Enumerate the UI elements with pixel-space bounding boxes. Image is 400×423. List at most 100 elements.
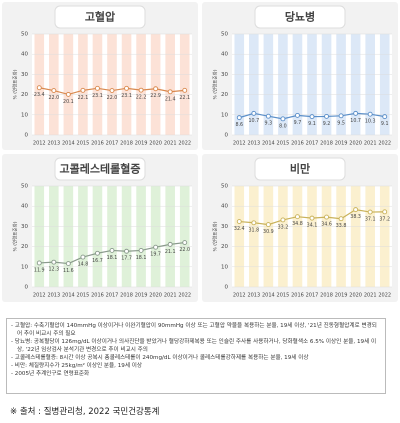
x-tick-label: 2012 — [33, 141, 46, 147]
data-point — [353, 110, 359, 116]
chart-panel: 당뇨병 0 10 20 30 40 50 % (연령표준화) 8.6 10.7 9.3 8.0 9.7 9… — [202, 2, 398, 150]
value-label: 10.3 — [365, 119, 376, 125]
y-tick-label: 0 — [225, 133, 229, 139]
value-label: 9.7 — [294, 120, 302, 126]
note: 2005년 추계인구로 연령표준화 — [11, 370, 381, 378]
year-band — [278, 186, 288, 287]
year-band — [179, 34, 190, 135]
x-tick-label: 2019 — [135, 293, 148, 299]
value-label: 34.6 — [321, 222, 332, 228]
value-label: 31.8 — [248, 227, 259, 233]
value-label: 9.3 — [265, 121, 273, 127]
value-label: 23.1 — [121, 93, 132, 99]
data-point — [109, 247, 115, 253]
data-point — [167, 241, 173, 247]
x-tick-label: 2022 — [378, 293, 391, 299]
data-point — [265, 113, 271, 119]
value-label: 19.7 — [150, 252, 161, 258]
note: 당뇨병: 공복혈당이 126mg/dL 이상이거나 의사진단을 받았거나 혈당강… — [11, 338, 381, 354]
data-point — [367, 111, 373, 117]
y-tick-label: 10 — [21, 112, 28, 118]
year-band — [365, 186, 375, 287]
chart-title: 고콜레스테롤혈증 — [60, 162, 141, 176]
data-point — [36, 260, 42, 266]
value-label: 18.1 — [136, 255, 147, 261]
title-pill — [54, 157, 146, 181]
year-band — [121, 34, 132, 135]
x-tick-label: 2016 — [91, 141, 104, 147]
x-tick-label: 2019 — [335, 293, 348, 299]
value-label: 9.5 — [337, 120, 345, 126]
year-band — [78, 186, 88, 287]
value-label: 22.0 — [48, 95, 59, 101]
year-band — [49, 186, 59, 287]
x-tick-label: 2013 — [47, 293, 60, 299]
year-band — [165, 186, 175, 287]
value-label: 21.1 — [165, 249, 176, 255]
value-label: 10.7 — [248, 118, 259, 124]
y-tick-label: 20 — [21, 244, 28, 250]
chart-title: 고혈압 — [85, 10, 115, 24]
data-point — [124, 85, 129, 91]
y-tick-label: 40 — [21, 204, 28, 210]
notes-box: 고혈압: 수축기혈압이 140mmHg 이상이거나 이완기혈압이 90mmHg … — [6, 318, 386, 394]
x-tick-label: 2014 — [262, 141, 275, 147]
y-tick-label: 10 — [221, 264, 228, 270]
data-point — [236, 219, 242, 225]
y-axis-label: % (연령표준화) — [12, 69, 19, 99]
data-point — [295, 214, 300, 220]
x-tick-label: 2022 — [178, 141, 191, 147]
data-point — [36, 85, 42, 91]
value-label: 22.1 — [78, 95, 89, 101]
year-band — [234, 186, 245, 287]
x-tick-label: 2021 — [364, 141, 377, 147]
value-label: 11.9 — [34, 267, 45, 273]
value-label: 37.1 — [365, 217, 376, 223]
x-tick-label: 2017 — [306, 141, 319, 147]
x-tick-label: 2020 — [349, 141, 362, 147]
y-tick-label: 30 — [21, 224, 28, 230]
value-label: 23.1 — [92, 93, 103, 99]
year-band — [136, 186, 146, 287]
data-point — [65, 91, 71, 97]
y-tick-label: 0 — [25, 285, 29, 291]
value-label: 11.6 — [63, 268, 74, 274]
value-label: 14.8 — [78, 262, 89, 268]
x-tick-label: 2015 — [277, 293, 290, 299]
data-point — [182, 87, 188, 93]
x-tick-label: 2019 — [135, 141, 148, 147]
source: ※ 출처 : 질병관리청, 2022 국민건강통계 — [10, 407, 160, 417]
title-pill — [54, 5, 146, 29]
data-point — [182, 240, 188, 246]
value-label: 12.3 — [48, 267, 59, 273]
year-band — [92, 34, 103, 135]
year-band — [150, 34, 161, 135]
x-tick-label: 2013 — [247, 141, 260, 147]
value-label: 37.2 — [379, 216, 390, 222]
year-band — [379, 34, 390, 135]
data-point — [236, 115, 242, 121]
y-tick-label: 50 — [21, 32, 28, 38]
y-axis-label: % (연령표준화) — [212, 69, 219, 99]
x-tick-label: 2018 — [320, 293, 333, 299]
data-point — [324, 214, 329, 220]
year-band — [307, 34, 317, 135]
year-band — [292, 186, 303, 287]
x-tick-label: 2014 — [262, 293, 275, 299]
y-tick-label: 0 — [225, 285, 229, 291]
data-point — [153, 86, 159, 92]
year-band — [234, 34, 245, 135]
data-point — [251, 220, 257, 226]
x-tick-label: 2021 — [164, 141, 177, 147]
x-tick-label: 2015 — [77, 293, 90, 299]
x-tick-label: 2015 — [277, 141, 290, 147]
value-label: 22.9 — [150, 93, 161, 99]
value-label: 30.9 — [263, 229, 274, 235]
y-tick-label: 10 — [21, 264, 28, 270]
year-band — [121, 186, 132, 287]
year-band — [107, 34, 117, 135]
x-tick-label: 2012 — [233, 141, 246, 147]
year-band — [107, 186, 117, 287]
